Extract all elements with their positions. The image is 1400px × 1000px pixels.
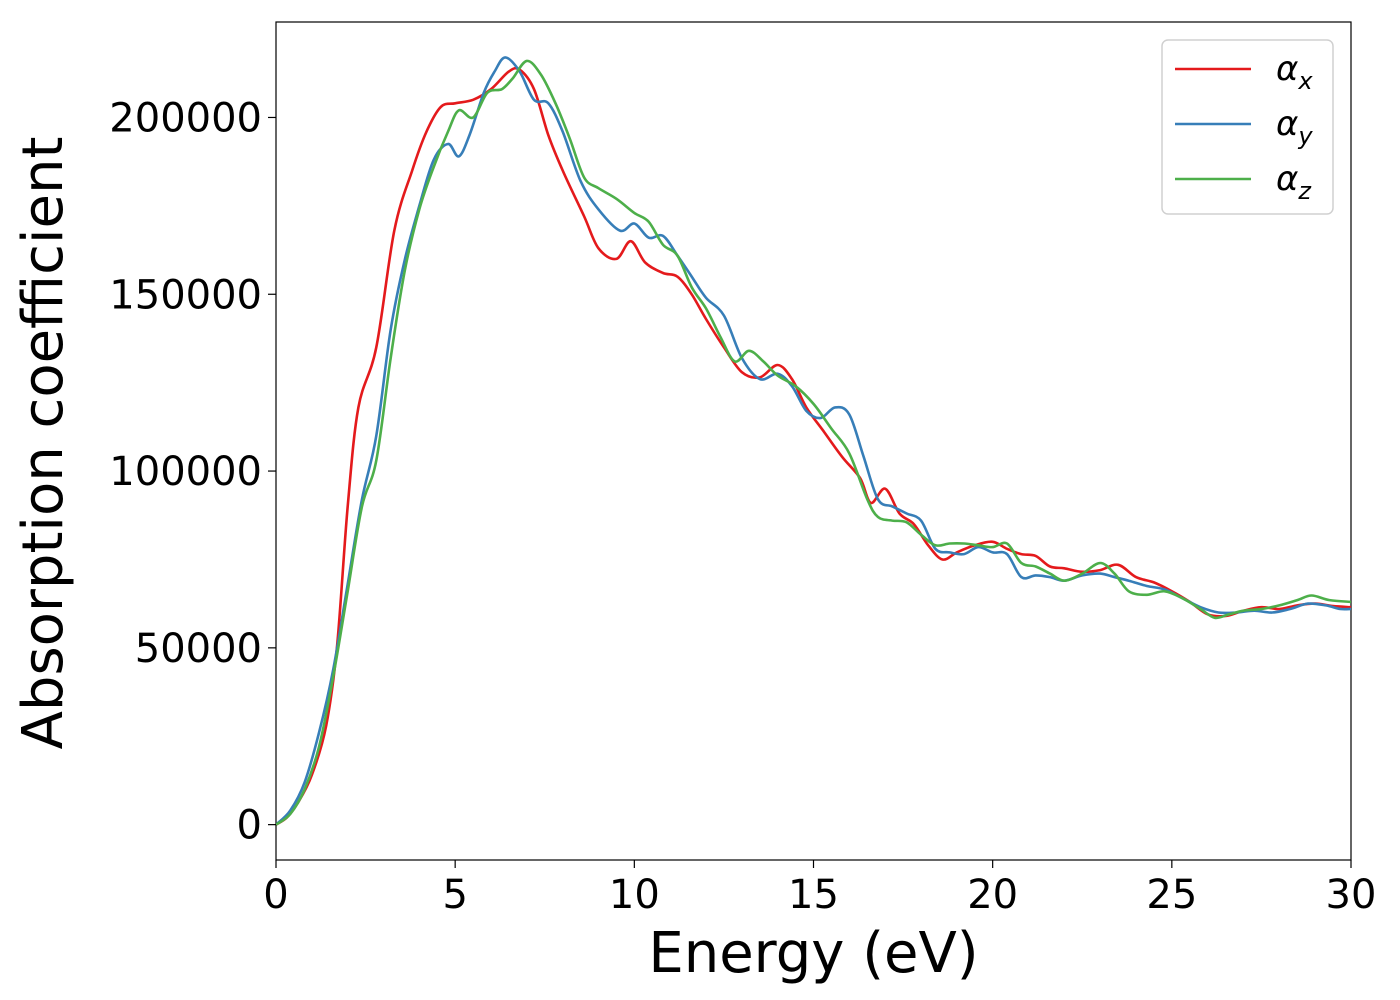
legend-subscript-y: y	[1297, 122, 1313, 150]
legend-subscript-z: z	[1297, 177, 1312, 205]
y-tick-label: 50000	[135, 626, 262, 672]
y-axis-ticks: 0 50000 100000 150000 200000	[109, 95, 276, 849]
legend-box	[1161, 39, 1334, 215]
y-tick-label: 200000	[109, 95, 262, 141]
x-tick-label: 10	[609, 872, 660, 918]
x-tick-label: 20	[967, 872, 1018, 918]
x-tick-label: 15	[788, 872, 839, 918]
series-layer	[276, 56, 1351, 826]
y-tick-label: 100000	[109, 449, 262, 495]
legend-entry-y: αy	[1276, 104, 1313, 150]
x-tick-label: 25	[1146, 872, 1197, 918]
legend-entry-x: αx	[1276, 49, 1313, 95]
x-tick-label: 30	[1326, 872, 1377, 918]
y-tick-label: 150000	[109, 272, 262, 318]
x-tick-label: 0	[263, 872, 288, 918]
series-line-alpha-y	[276, 56, 1351, 826]
series-line-alpha-x	[276, 66, 1351, 826]
x-axis-label: Energy (eV)	[648, 921, 978, 986]
x-tick-label: 5	[442, 872, 467, 918]
legend-subscript-x: x	[1297, 67, 1313, 95]
series-line-alpha-z	[276, 59, 1351, 826]
y-tick-label: 0	[237, 803, 262, 849]
y-axis-label: Absorption coefficient	[11, 137, 76, 750]
x-axis-ticks: 0 5 10 15 20 25 30	[263, 860, 1376, 918]
